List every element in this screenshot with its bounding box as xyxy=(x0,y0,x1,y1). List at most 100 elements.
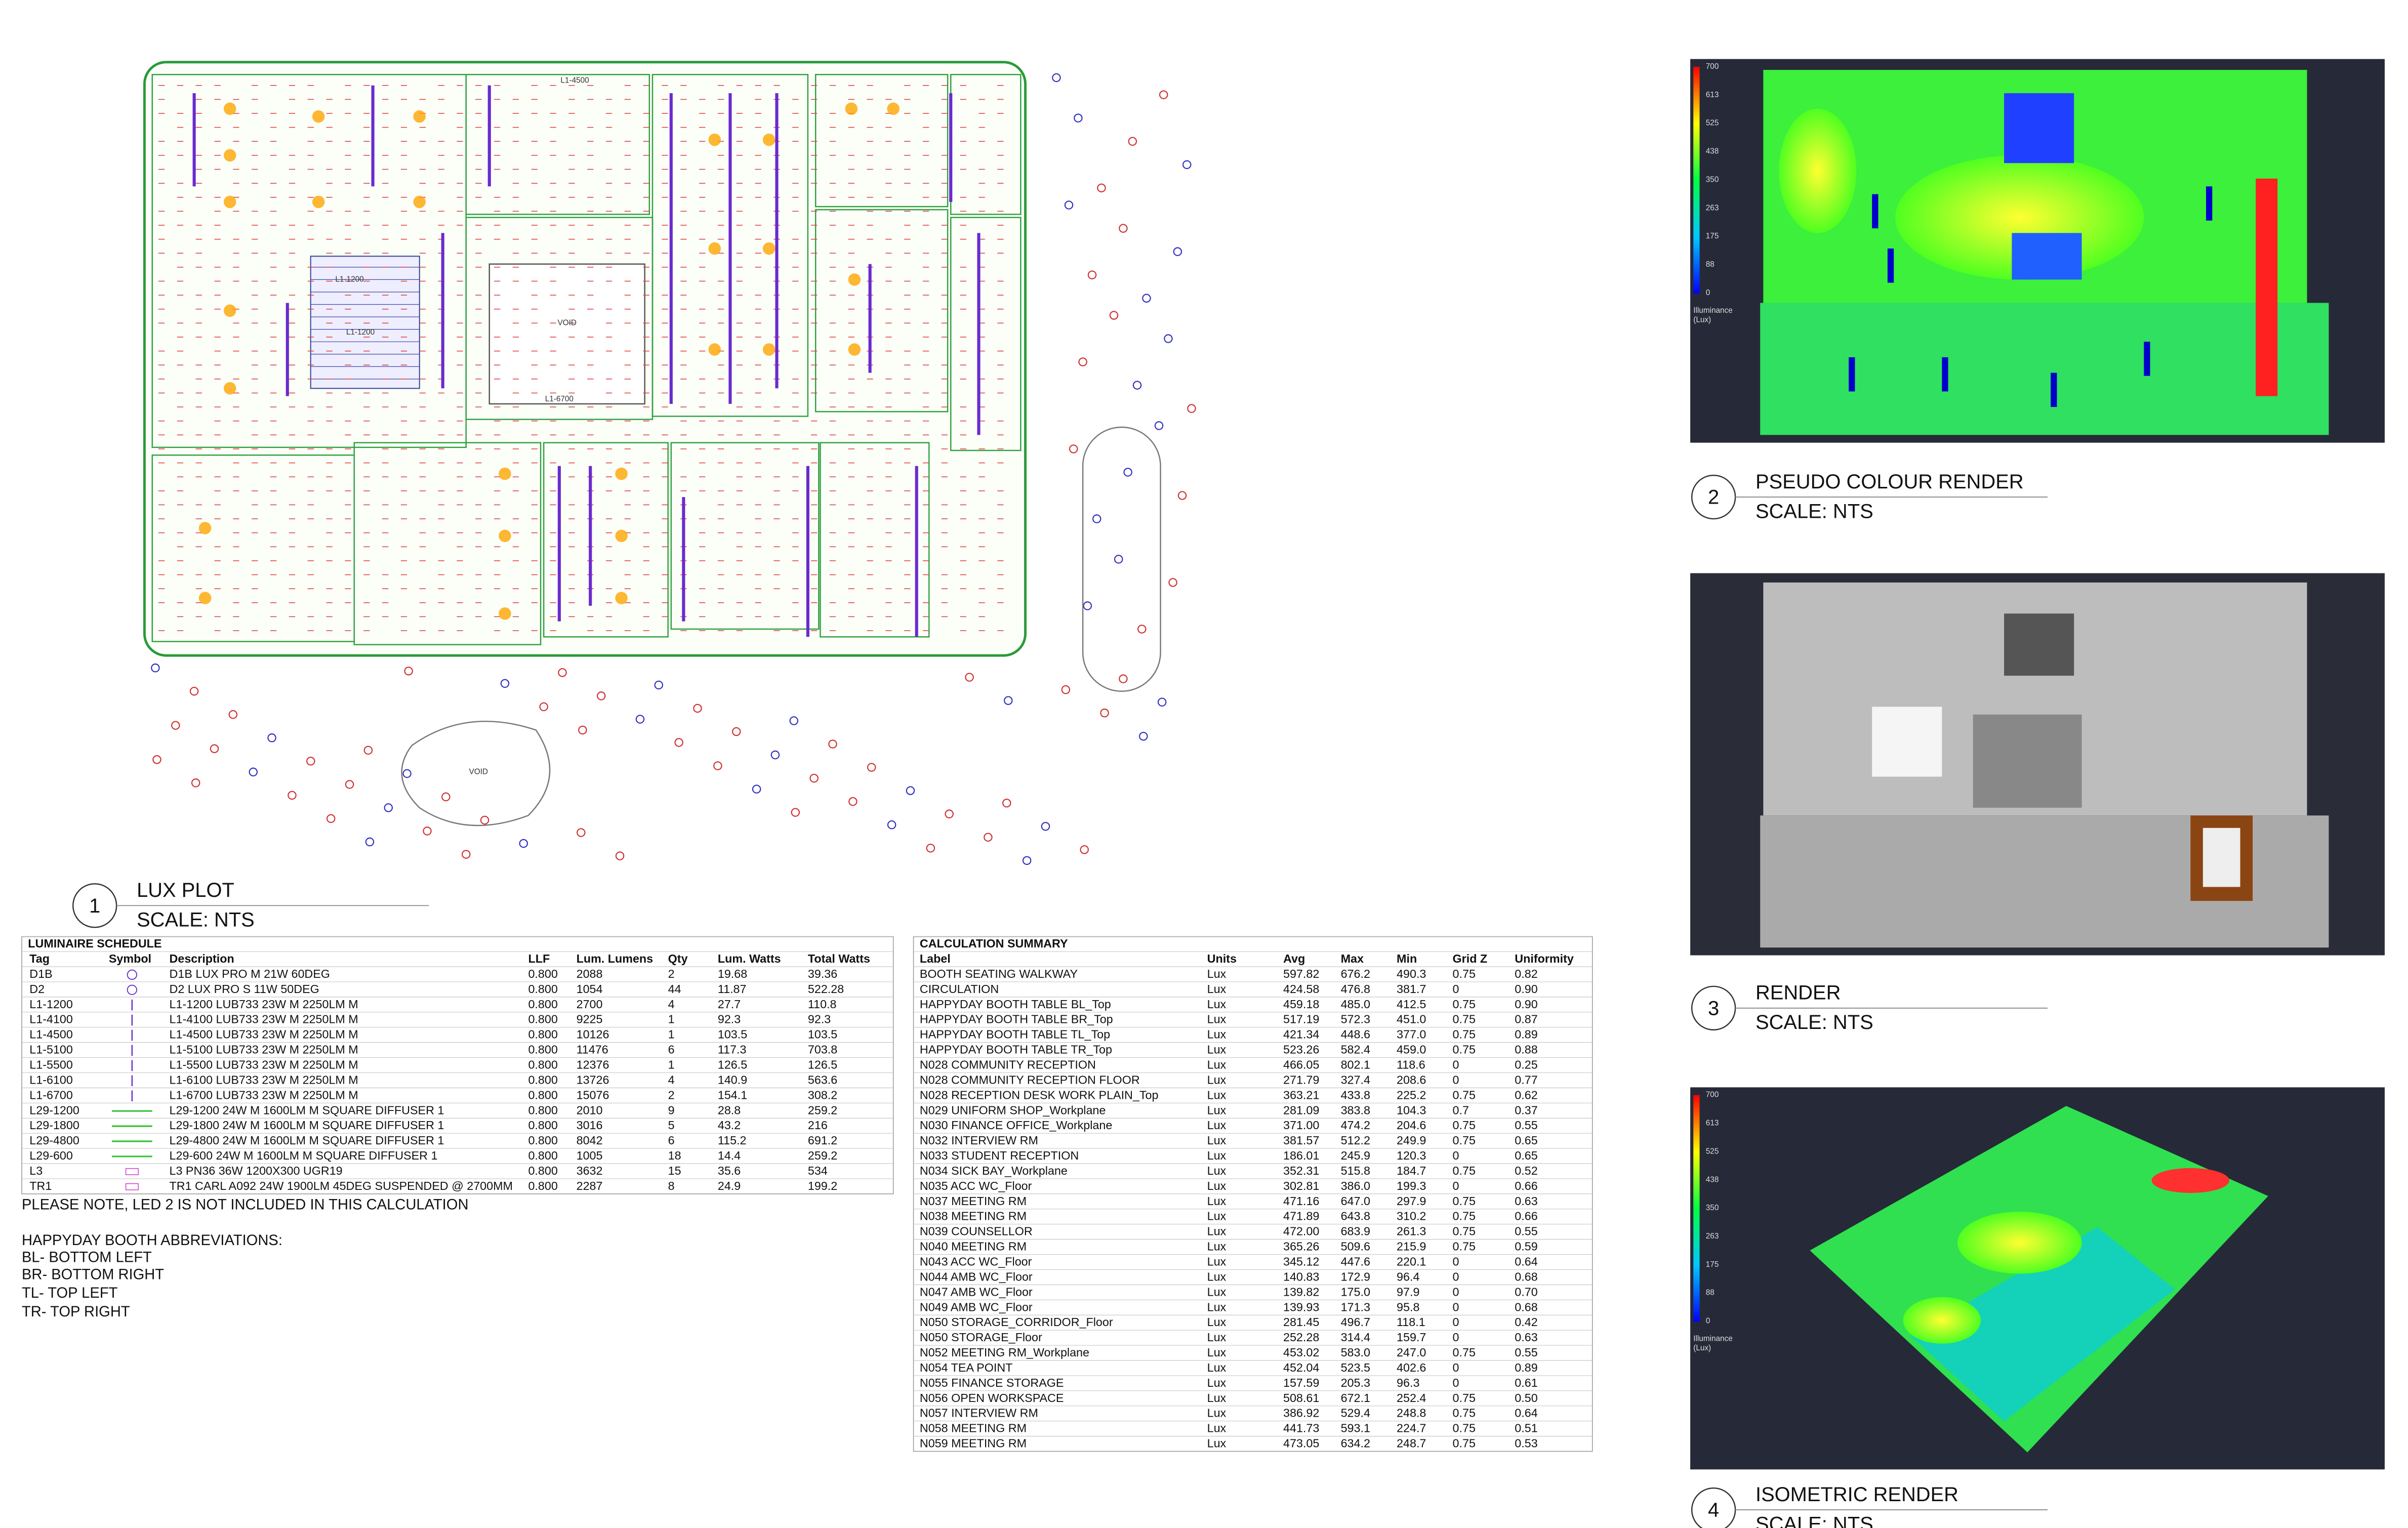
external-marker xyxy=(1087,270,1097,279)
table-cell: 1 xyxy=(668,1058,675,1071)
table-cell: 452.04 xyxy=(1283,1361,1319,1374)
table-cell: 0.51 xyxy=(1515,1422,1537,1435)
external-marker xyxy=(345,780,354,789)
planter xyxy=(1082,426,1161,692)
external-marker xyxy=(500,679,510,688)
legend-tick-label: 350 xyxy=(1706,175,1719,184)
legend-tick-label: 525 xyxy=(1706,119,1719,128)
view-number: 3 xyxy=(1708,997,1719,1019)
external-marker xyxy=(945,809,954,818)
room xyxy=(815,74,949,208)
table-cell: N028 COMMUNITY RECEPTION xyxy=(920,1058,1096,1071)
external-marker xyxy=(363,746,373,755)
peak-zone xyxy=(2256,178,2278,396)
table-cell: L1-6700 LUB733 23W M 2250LM M xyxy=(170,1088,358,1101)
table-cell: 517.19 xyxy=(1283,1013,1319,1026)
external-marker xyxy=(578,725,587,735)
core xyxy=(2004,613,2074,676)
external-marker xyxy=(1139,731,1148,741)
external-marker xyxy=(306,757,315,766)
table-cell: Lux xyxy=(1207,1073,1227,1086)
table-cell: HAPPYDAY BOOTH TABLE TR_Top xyxy=(920,1043,1112,1056)
external-marker xyxy=(1080,845,1089,854)
downlight xyxy=(198,522,212,534)
table-cell: 0.64 xyxy=(1515,1255,1537,1268)
downlight xyxy=(413,110,426,123)
table-cell: 118.1 xyxy=(1397,1315,1425,1329)
table-cell: 247.0 xyxy=(1397,1346,1426,1359)
table-cell: 0.800 xyxy=(528,1103,557,1117)
table-cell: 447.6 xyxy=(1341,1255,1370,1268)
table-cell: 199.2 xyxy=(808,1179,837,1192)
external-marker xyxy=(791,808,800,817)
table-cell: Lux xyxy=(1207,1043,1227,1056)
legend-tick-label: 0 xyxy=(1706,1317,1710,1326)
external-marker xyxy=(1157,697,1167,707)
table-cell: 691.2 xyxy=(808,1134,837,1147)
table-cell: 593.1 xyxy=(1341,1422,1370,1435)
column-header: Total Watts xyxy=(808,952,870,965)
table-cell: 0.68 xyxy=(1515,1270,1537,1283)
table-cell: D1B xyxy=(29,967,52,980)
table-cell: Lux xyxy=(1207,1270,1227,1283)
render xyxy=(1690,573,2385,956)
external-marker xyxy=(1119,674,1128,683)
column-header: Lum. Watts xyxy=(718,952,781,965)
table-cell: N055 FINANCE STORAGE xyxy=(920,1376,1064,1389)
external-marker xyxy=(615,851,625,860)
table-cell: 171.3 xyxy=(1341,1300,1370,1313)
table-cell: 117.3 xyxy=(718,1043,747,1056)
external-marker xyxy=(402,769,412,778)
table-cell: 0.55 xyxy=(1515,1346,1537,1359)
table-cell: 92.3 xyxy=(718,1013,741,1026)
table-cell: N043 ACC WC_Floor xyxy=(920,1255,1032,1268)
external-marker xyxy=(191,778,200,788)
table-cell: Lux xyxy=(1207,1088,1227,1101)
legend-tick-label: 88 xyxy=(1706,260,1715,269)
external-marker xyxy=(1100,708,1109,718)
table-cell: 0 xyxy=(1453,1073,1459,1086)
table-cell: 534 xyxy=(808,1164,828,1177)
table-cell: D2 LUX PRO S 11W 50DEG xyxy=(170,982,319,996)
table-cell: 802.1 xyxy=(1341,1058,1370,1071)
external-marker xyxy=(1064,200,1074,210)
table-cell: 0.77 xyxy=(1515,1073,1537,1086)
table-cell: 225.2 xyxy=(1397,1088,1426,1101)
table-title: LUMINAIRE SCHEDULE xyxy=(28,937,161,950)
table-cell: 0.75 xyxy=(1453,1346,1476,1359)
legend-tick-label: 700 xyxy=(1706,1091,1719,1099)
table-cell: 0.800 xyxy=(528,1179,557,1192)
external-marker xyxy=(152,755,161,764)
table-cell: 28.8 xyxy=(718,1103,741,1117)
external-marker xyxy=(1119,224,1128,233)
table-cell: 583.0 xyxy=(1341,1346,1370,1359)
table-cell: 676.2 xyxy=(1341,967,1370,980)
legend-tick-label: 613 xyxy=(1706,91,1719,99)
table-cell: Lux xyxy=(1207,1391,1227,1405)
room xyxy=(465,74,650,215)
table-cell: L1-5100 LUB733 23W M 2250LM M xyxy=(170,1043,358,1056)
table-cell: 327.4 xyxy=(1341,1073,1370,1086)
external-marker xyxy=(1097,183,1106,193)
legend-tick-label: 350 xyxy=(1706,1204,1719,1212)
table-cell: 0.75 xyxy=(1453,1407,1476,1420)
legend-tick-label: 438 xyxy=(1706,1175,1719,1184)
view-title: ISOMETRIC RENDER xyxy=(1756,1483,1958,1506)
table-cell: Lux xyxy=(1207,1437,1227,1450)
table-cell: N059 MEETING RM xyxy=(920,1437,1027,1450)
table-cell: 3632 xyxy=(577,1164,603,1177)
table-cell: Lux xyxy=(1207,1103,1227,1117)
table-cell: HAPPYDAY BOOTH TABLE BR_Top xyxy=(920,1013,1113,1026)
table-cell: 383.8 xyxy=(1341,1103,1370,1117)
table-cell: N057 INTERVIEW RM xyxy=(920,1407,1038,1420)
table-cell: 0.66 xyxy=(1515,1210,1537,1223)
table-cell: L29-1800 24W M 1600LM M SQUARE DIFFUSER … xyxy=(170,1119,444,1132)
table-cell: N047 AMB WC_Floor xyxy=(920,1285,1033,1298)
external-marker xyxy=(1187,404,1196,413)
legend-colorbar xyxy=(1693,1095,1700,1322)
external-marker xyxy=(1137,625,1147,634)
external-marker xyxy=(558,668,567,677)
external-marker xyxy=(384,803,393,812)
table-cell: N028 COMMUNITY RECEPTION FLOOR xyxy=(920,1073,1140,1086)
